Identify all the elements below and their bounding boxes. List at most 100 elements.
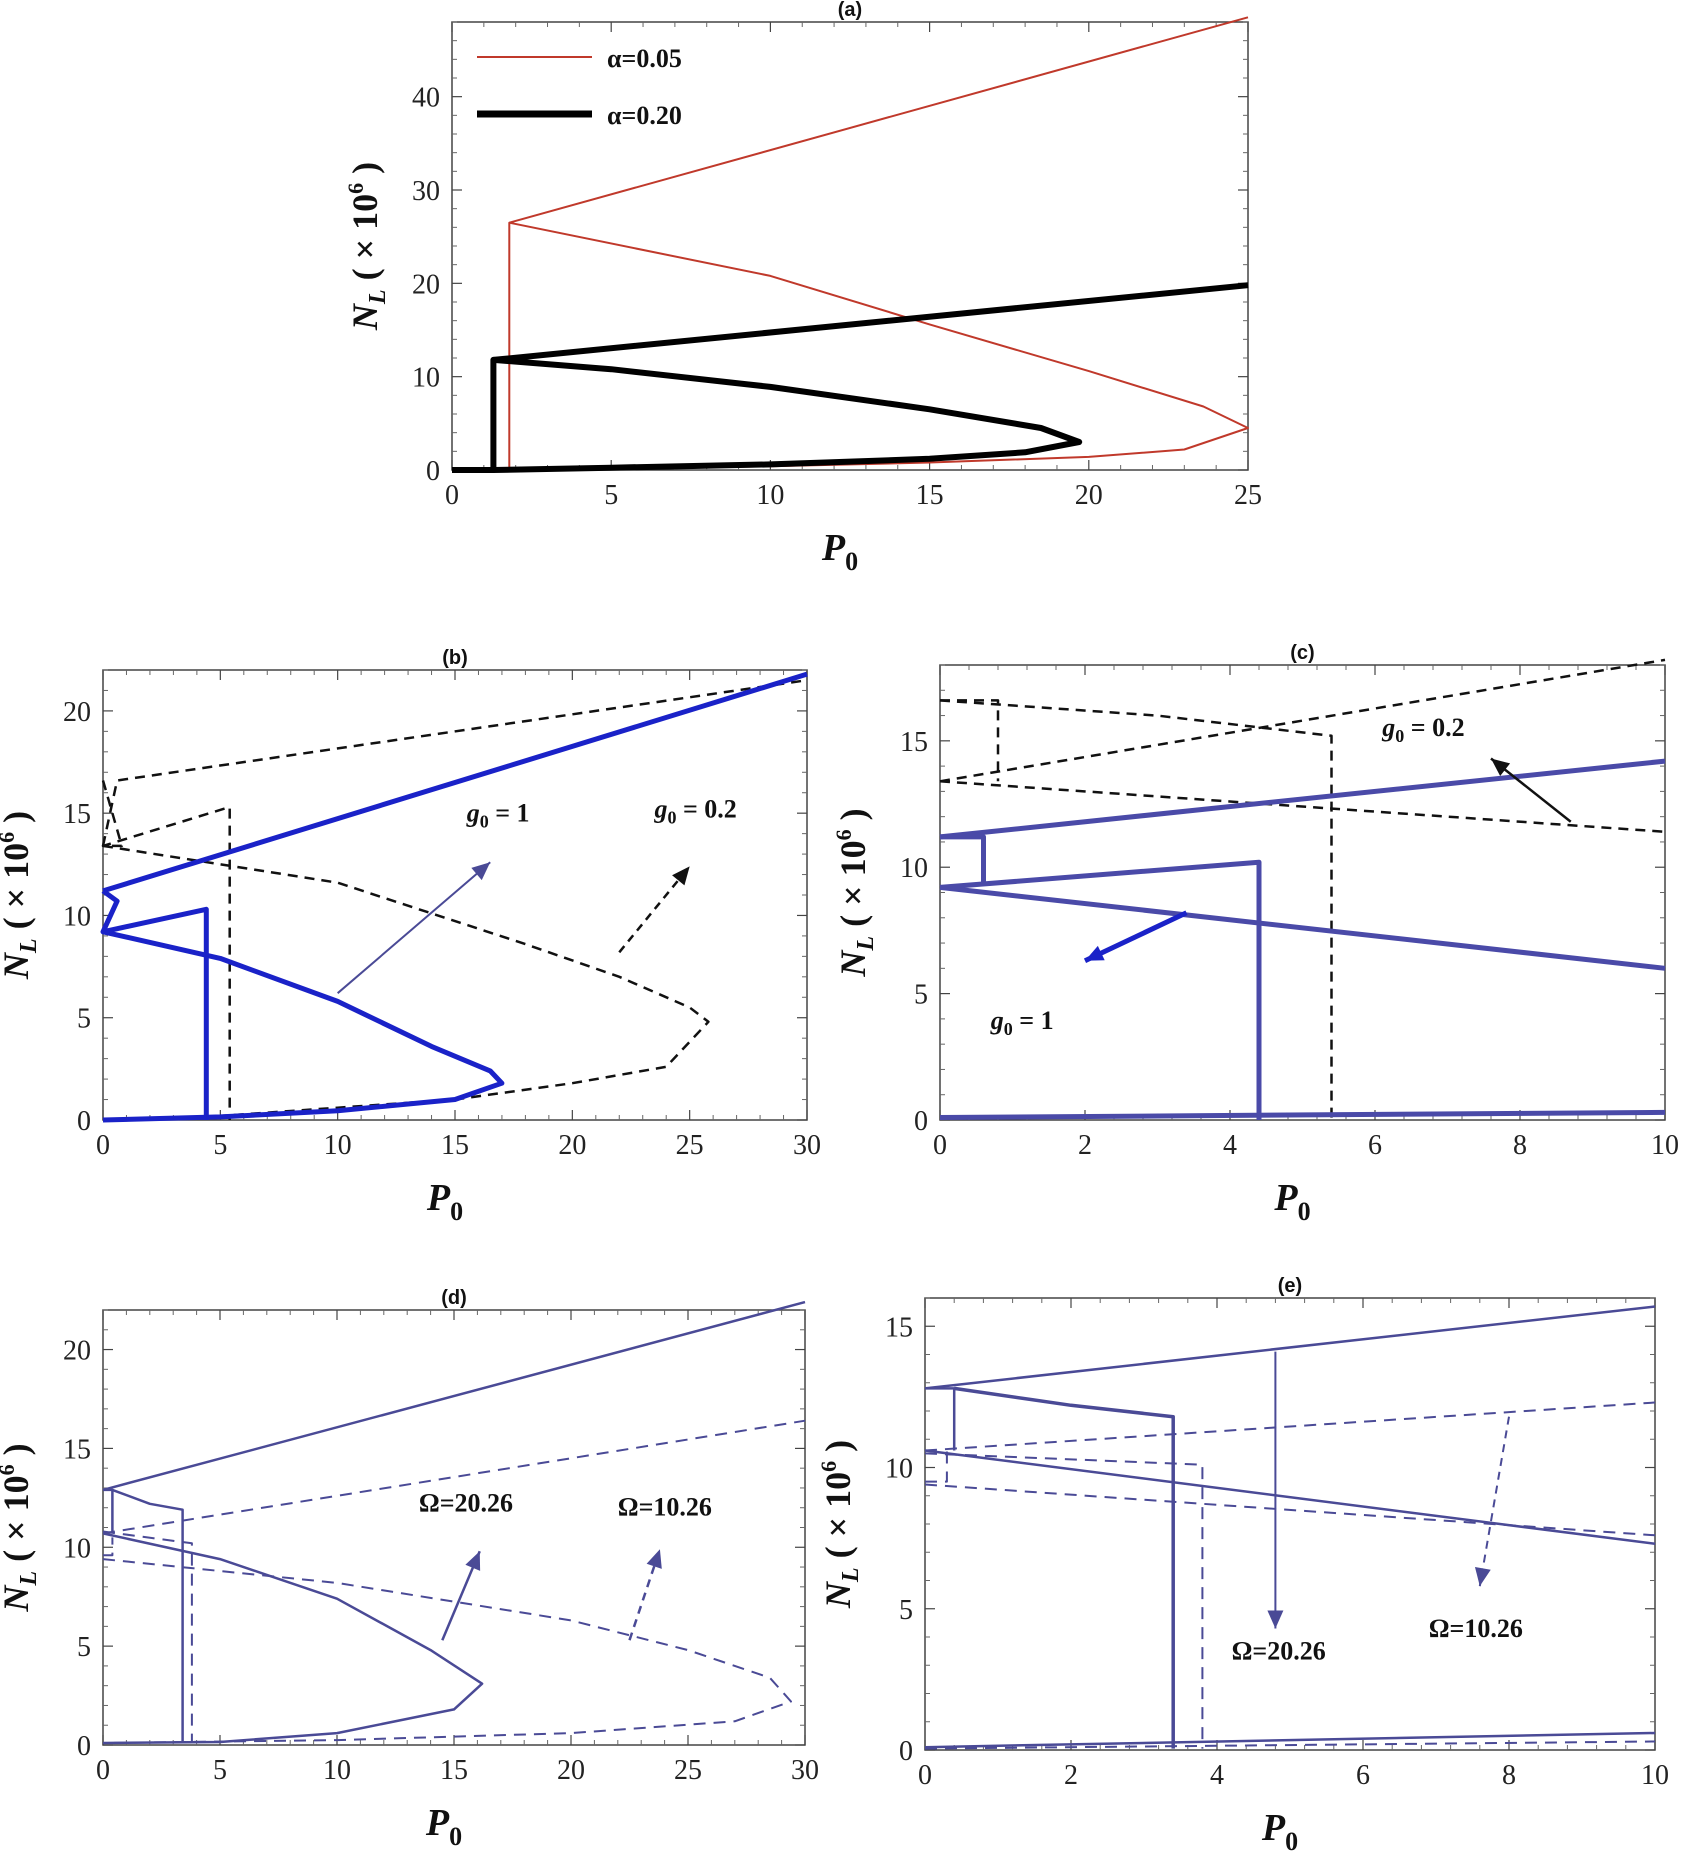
y-tick-label: 10 — [63, 901, 91, 932]
series-omega2026-jump — [953, 1386, 1175, 1749]
x-tick-label: 5 — [604, 480, 618, 511]
arrow-g1 — [1083, 910, 1188, 964]
x-axis-label: P0 — [1273, 1177, 1310, 1226]
arrow-omega2026-head — [465, 1551, 481, 1571]
panel-title: (b) — [442, 647, 468, 669]
y-tick-label: 10 — [900, 853, 928, 884]
arrow-omega1026-head — [646, 1549, 662, 1569]
x-tick-label: 15 — [916, 480, 944, 511]
x-tick-label: 10 — [324, 1130, 352, 1161]
series-omega2026-loop — [103, 1488, 114, 1534]
x-tick-label: 10 — [756, 480, 784, 511]
arrow-g1-head — [471, 862, 491, 881]
x-tick-label: 0 — [96, 1130, 110, 1161]
y-tick-label: 0 — [77, 1731, 91, 1762]
arrow-g1-head — [1085, 945, 1105, 961]
x-tick-label: 0 — [445, 480, 459, 511]
y-tick-label: 0 — [899, 1736, 913, 1767]
series-g1-loop — [940, 834, 986, 885]
y-axis-label: NL ( × 106 ) — [0, 1443, 42, 1612]
series-g1-base — [939, 1109, 1666, 1120]
annotation-g02: g0 = 0.2 — [653, 794, 736, 827]
x-tick-label: 0 — [918, 1760, 932, 1791]
y-tick-label: 10 — [412, 363, 440, 394]
series-g02-upper — [101, 678, 808, 847]
plot-frame — [102, 1309, 806, 1746]
arrow-g02 — [618, 865, 691, 954]
series-omega1026-lower — [102, 1558, 792, 1744]
x-tick-label: 2 — [1078, 1130, 1092, 1161]
chart-panel-e: 0 2 4 6 8 10 0 5 10 15 (e) P0 NL ( × 106 ) Ω=20.26 Ω=1… — [816, 1275, 1669, 1856]
series-g02-loop — [940, 699, 1000, 782]
series-alpha-020-branch — [493, 356, 1083, 473]
x-tick-label: 25 — [1234, 480, 1262, 511]
arrow-g1 — [337, 861, 491, 994]
y-tick-label: 15 — [63, 1434, 91, 1465]
x-tick-label: 5 — [213, 1755, 227, 1786]
annotation-g1: g0 = 1 — [990, 1006, 1054, 1039]
y-axis-label: NL ( × 106 ) — [831, 808, 879, 977]
y-tick-label: 5 — [77, 1004, 91, 1035]
y-tick-label: 5 — [899, 1595, 913, 1626]
x-axis-label: P0 — [426, 1177, 463, 1226]
plot-frame — [924, 1297, 1656, 1751]
y-tick-label: 5 — [77, 1632, 91, 1663]
series-alpha-005-upper — [452, 16, 1249, 471]
series-g02-lower — [939, 780, 1666, 834]
x-tick-label: 0 — [96, 1755, 110, 1786]
panel-title: (d) — [441, 1287, 467, 1309]
y-tick-label: 5 — [914, 980, 928, 1011]
series-omega2026-loop — [925, 1387, 956, 1451]
y-tick-label: 15 — [63, 799, 91, 830]
x-axis-label-sub: 0 — [450, 1197, 463, 1226]
x-tick-label: 6 — [1368, 1130, 1382, 1161]
series-omega2026-jump — [111, 1488, 184, 1743]
x-tick-label: 6 — [1356, 1760, 1370, 1791]
series-omega2026-lower — [102, 1532, 484, 1745]
series-omega1026-jump — [924, 1452, 1204, 1749]
series-omega2026-upper — [924, 1305, 1656, 1390]
arrow-omega1026-head — [1474, 1567, 1491, 1587]
series-g1-lower — [102, 929, 505, 1123]
arrow-omega2026-head — [1267, 1610, 1284, 1629]
x-tick-label: 25 — [676, 1130, 704, 1161]
x-tick-label: 10 — [323, 1755, 351, 1786]
x-axis-label-sub: 0 — [845, 547, 858, 576]
arrow-g02-head — [1491, 758, 1511, 776]
x-tick-label: 2 — [1064, 1760, 1078, 1791]
y-tick-label: 10 — [63, 1533, 91, 1564]
plot-frame — [451, 21, 1249, 471]
x-tick-label: 8 — [1502, 1760, 1516, 1791]
y-tick-label: 30 — [412, 176, 440, 207]
x-tick-label: 10 — [1651, 1130, 1679, 1161]
y-tick-label: 20 — [63, 1336, 91, 1367]
y-tick-label: 15 — [900, 727, 928, 758]
x-tick-label: 30 — [793, 1130, 821, 1161]
x-tick-label: 30 — [791, 1755, 819, 1786]
chart-panel-d: 0 5 10 15 20 25 30 0 5 10 15 20 (d) P0 NL ( × 106 ) Ω=2… — [0, 1287, 819, 1851]
arrow-g02-head — [672, 866, 690, 886]
series-alpha-005-branch — [509, 221, 1249, 471]
series-omega1026-loop — [925, 1450, 948, 1483]
y-axis-label: NL ( × 106 ) — [0, 811, 42, 980]
chart-panel-b: 0 5 10 15 20 25 30 0 5 10 15 20 (b) P0 NL ( × 106 ) g0 … — [0, 647, 821, 1226]
y-axis-label: NL ( × 106 ) — [816, 1440, 864, 1609]
series-omega1026-lower — [924, 1483, 1656, 1537]
x-tick-label: 20 — [557, 1755, 585, 1786]
y-axis-label: NL ( × 106 ) — [343, 162, 391, 331]
x-axis-label-sub: 0 — [1285, 1827, 1298, 1856]
series-g02-turn — [939, 699, 1333, 1120]
legend-label-alpha-020: α=0.20 — [607, 101, 682, 130]
series-g1-upper — [939, 758, 1666, 840]
panel-title: (e) — [1278, 1275, 1302, 1297]
series-g1-loop — [100, 888, 209, 1120]
series-omega2026-lower — [924, 1449, 1656, 1546]
series-omega2026-base — [924, 1731, 1656, 1749]
series-omega1026-jump — [102, 1530, 193, 1743]
chart-panel-c: 0 2 4 6 8 10 0 5 10 15 (c) P0 NL ( × 106 ) g0 = 0.2 g0… — [831, 642, 1679, 1226]
x-tick-label: 15 — [440, 1755, 468, 1786]
y-tick-label: 20 — [412, 269, 440, 300]
y-tick-label: 15 — [885, 1312, 913, 1343]
chart-panel-a: 0 5 10 15 20 25 0 10 20 30 40 (a) P0 NL ( × 106 ) α=0.… — [343, 0, 1262, 576]
series-alpha-020-upper — [452, 282, 1249, 473]
